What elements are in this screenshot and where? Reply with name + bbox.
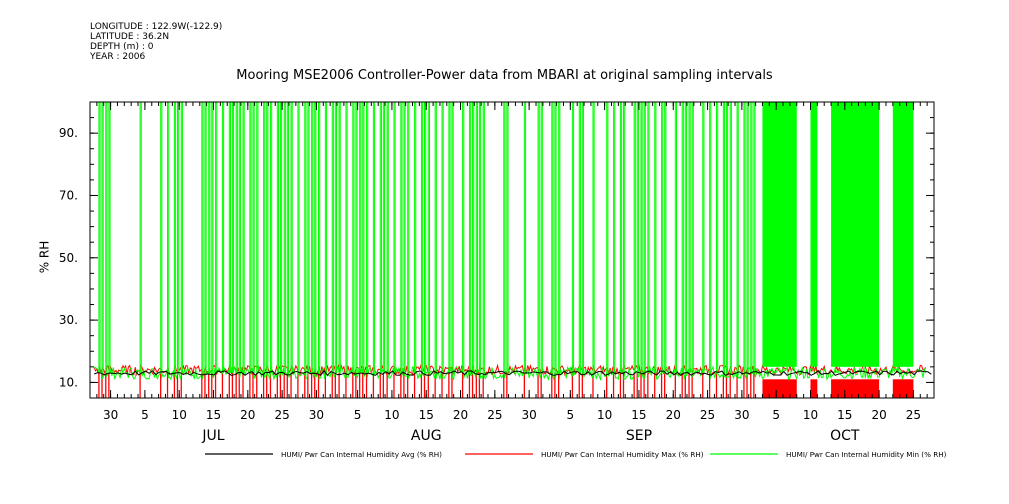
year-label: YEAR : 2006 [90,52,146,62]
dense-period-min-fill [892,102,914,367]
x-tick-label: 5 [772,408,780,422]
dense-period-max-fill [831,379,880,398]
series-min-group [93,101,927,382]
y-tick-label: 10. [59,375,78,389]
y-tick-label: 50. [59,251,78,265]
x-tick-label: 20 [453,408,468,422]
dense-period-max-fill [762,379,797,398]
legend-label: HUMI/ Pwr Can Internal Humidity Max (% R… [541,450,704,459]
x-tick-label: 5 [141,408,149,422]
x-tick-label: 10 [597,408,612,422]
x-tick-label: 10 [384,408,399,422]
x-tick-label: 5 [567,408,575,422]
x-tick-label: 30 [734,408,749,422]
legend: HUMI/ Pwr Can Internal Humidity Avg (% R… [205,450,947,459]
series-max-group [93,363,927,398]
x-tick-label: 15 [631,408,646,422]
dense-period-max-fill [892,379,914,398]
x-month-label: AUG [411,428,442,444]
x-tick-label: 30 [309,408,324,422]
metadata-block: LONGITUDE : 122.9W(-122.9) LATITUDE : 36… [90,22,222,62]
x-tick-label: 20 [666,408,681,422]
x-tick-label: 15 [837,408,852,422]
axes-layer: 30 5 10 15 20 25 30 5 10 15 20 25 30 5 10 15 20 25 30 5 10 15… [59,101,935,444]
x-tick-label: 5 [354,408,362,422]
longitude-label: LONGITUDE : 122.9W(-122.9) [90,22,223,32]
series-avg-line [93,369,932,377]
dense-period-max-fill [810,379,818,398]
dense-spike-group [762,102,914,398]
data-layer [93,101,932,398]
x-tick-label: 25 [274,408,289,422]
dense-period-min-fill [762,102,797,367]
y-tick-label: 30. [59,313,78,327]
legend-label: HUMI/ Pwr Can Internal Humidity Min (% R… [786,450,947,459]
x-tick-label: 10 [803,408,818,422]
x-tick-label: 10 [172,408,187,422]
y-tick-label: 90. [59,126,78,140]
dense-period-min-fill [831,102,880,367]
chart-title: Mooring MSE2006 Controller-Power data fr… [236,68,773,83]
x-tick-label: 25 [700,408,715,422]
x-tick-label: 20 [871,408,886,422]
x-tick-label: 20 [240,408,255,422]
x-tick-label: 30 [522,408,537,422]
dense-period-min-fill [810,102,818,367]
series-min-line [93,101,927,382]
x-tick-label: 25 [487,408,502,422]
legend-label: HUMI/ Pwr Can Internal Humidity Avg (% R… [281,450,442,459]
x-tick-label: 30 [103,408,118,422]
latitude-label: LATITUDE : 36.2N [90,32,170,42]
plot-frame [89,101,935,399]
y-tick-label: 70. [59,188,78,202]
x-tick-label: 25 [906,408,921,422]
x-tick-label: 15 [419,408,434,422]
x-month-label: JUL [201,428,224,444]
depth-label: DEPTH (m) : 0 [90,42,154,52]
x-tick-label: 15 [206,408,221,422]
x-month-label: OCT [830,428,860,444]
x-month-label: SEP [626,428,652,444]
